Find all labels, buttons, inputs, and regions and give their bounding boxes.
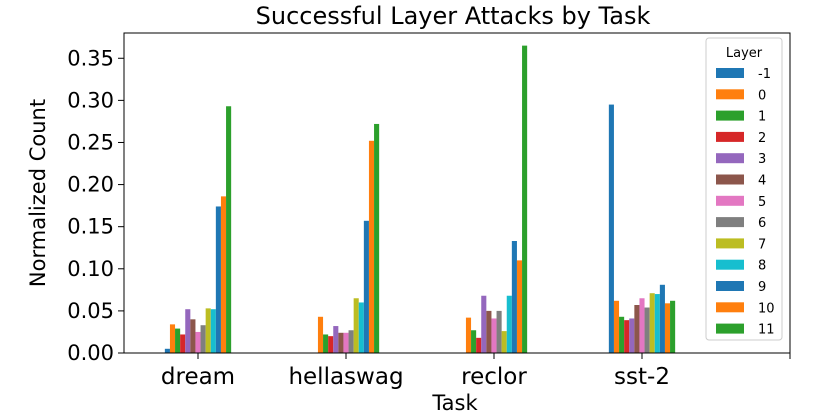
- y-ticks: 0.00 0.05 0.10 0.15 0.20 0.25 0.30 0.35: [67, 46, 124, 365]
- legend-label-11: 11: [758, 323, 775, 338]
- bar-hellaswag-layer-8: [358, 302, 364, 353]
- legend-swatch-1: [716, 110, 744, 121]
- bar-reclor-layer-2: [476, 337, 482, 353]
- x-axis-label: Task: [431, 391, 478, 415]
- legend-label-0: 0: [758, 88, 766, 103]
- bar-dream-layer-7: [205, 308, 211, 353]
- bar-hellaswag-layer-6: [348, 330, 354, 353]
- legend-swatch-2: [716, 131, 744, 142]
- bar-sst-2-layer-10: [664, 303, 671, 353]
- bar-sst-2-layer--1: [608, 104, 614, 353]
- bar-hellaswag-layer-0: [317, 316, 324, 353]
- x-tick-label: hellaswag: [288, 364, 403, 390]
- y-tick-label: 0.20: [67, 173, 114, 197]
- bar-sst-2-layer-7: [649, 293, 655, 353]
- bar-dream-layer-1: [175, 328, 181, 353]
- bar-reclor-layer-10: [516, 260, 523, 353]
- bar-hellaswag-layer-3: [333, 326, 339, 353]
- bar-dream-layer-6: [200, 325, 206, 353]
- bar-hellaswag-layer-11: [374, 123, 380, 353]
- bar-sst-2-layer-8: [654, 294, 660, 353]
- bar-sst-2-layer-9: [659, 284, 665, 353]
- legend-swatch-5: [716, 195, 744, 206]
- legend-swatch-7: [716, 238, 744, 249]
- bar-sst-2-layer-11: [670, 300, 676, 353]
- bar-hellaswag-layer-9: [363, 220, 369, 353]
- y-tick-label: 0.35: [67, 46, 114, 70]
- bar-dream-layer-4: [190, 319, 196, 353]
- legend-swatch-3: [716, 153, 744, 164]
- legend-label-4: 4: [758, 174, 766, 189]
- legend-label-2: 2: [758, 131, 766, 146]
- x-tick-label: sst-2: [614, 364, 670, 390]
- bar-dream-layer-9: [215, 206, 221, 353]
- bar-reclor-layer-8: [506, 295, 512, 353]
- bar-dream-layer-11: [226, 106, 232, 353]
- legend-label-8: 8: [758, 259, 766, 274]
- legend-swatch-6: [716, 217, 744, 228]
- y-tick-label: 0.30: [67, 88, 114, 112]
- bar-sst-2-layer-6: [644, 307, 650, 353]
- bar-sst-2-layer-1: [619, 316, 625, 353]
- legend-swatch-0: [716, 89, 744, 100]
- bar-reclor-layer-7: [501, 331, 507, 353]
- legend-frame: [705, 37, 783, 341]
- y-tick-label: 0.10: [67, 257, 114, 281]
- bar-sst-2-layer-0: [613, 300, 620, 353]
- bar-dream-layer-3: [185, 309, 191, 353]
- bar-sst-2-layer-2: [624, 320, 630, 353]
- chart-title: Successful Layer Attacks by Task: [256, 2, 651, 30]
- legend-swatch-8: [716, 259, 744, 270]
- y-tick-label: 0.15: [67, 215, 114, 239]
- bar-reclor-layer-9: [511, 241, 517, 353]
- legend-title: Layer: [726, 46, 763, 61]
- bar-hellaswag-layer-5: [343, 332, 349, 353]
- bar-reclor-layer-11: [522, 45, 528, 353]
- bar-hellaswag-layer-7: [353, 298, 359, 353]
- bar-hellaswag-layer-10: [368, 140, 375, 353]
- y-tick-label: 0.25: [67, 130, 114, 154]
- legend-swatch-10: [716, 302, 744, 313]
- y-tick-label: 0.05: [67, 299, 114, 323]
- bar-reclor-layer-1: [471, 330, 477, 353]
- legend-label-10: 10: [758, 301, 775, 316]
- legend-label-7: 7: [758, 237, 766, 252]
- bar-dream-layer-2: [180, 334, 186, 353]
- x-ticks: dream hellaswag reclor sst-2: [161, 353, 791, 390]
- bar-hellaswag-layer-2: [328, 336, 334, 353]
- legend-label-5: 5: [758, 195, 766, 210]
- legend-swatch-9: [716, 281, 744, 291]
- bar-sst-2-layer-4: [634, 305, 640, 353]
- bar-hellaswag-layer-4: [338, 332, 344, 353]
- bar-reclor-layer-3: [481, 295, 487, 353]
- bar-sst-2-layer-3: [629, 318, 635, 353]
- bars-group: [164, 45, 676, 353]
- bar-dream-layer--1: [164, 348, 170, 353]
- bar-reclor-layer-6: [496, 310, 502, 353]
- bar-dream-layer-5: [195, 331, 201, 353]
- x-tick-label: dream: [161, 364, 235, 390]
- x-tick-label: reclor: [461, 364, 527, 390]
- bar-hellaswag-layer-1: [323, 334, 329, 353]
- y-tick-label: 0.00: [67, 341, 114, 365]
- legend-swatch-4: [716, 174, 744, 185]
- plot-frame: [123, 32, 791, 354]
- bar-reclor-layer-4: [486, 310, 492, 353]
- legend-swatch--1: [716, 68, 744, 78]
- legend-label--1: -1: [758, 67, 771, 82]
- bar-dream-layer-0: [169, 324, 176, 353]
- bar-dream-layer-10: [220, 196, 227, 353]
- legend-label-1: 1: [758, 110, 766, 125]
- bar-reclor-layer-5: [491, 318, 497, 353]
- legend-swatch-11: [716, 323, 744, 334]
- bar-dream-layer-8: [210, 309, 216, 353]
- legend-label-9: 9: [758, 280, 766, 295]
- bar-sst-2-layer-5: [639, 298, 645, 353]
- legend: Layer -1 0 1 2 3 4 5 6 7 8 9 10 11: [705, 37, 783, 341]
- legend-label-3: 3: [758, 152, 766, 167]
- bar-reclor-layer-0: [465, 317, 472, 353]
- y-axis-label: Normalized Count: [26, 99, 50, 287]
- legend-label-6: 6: [758, 216, 766, 231]
